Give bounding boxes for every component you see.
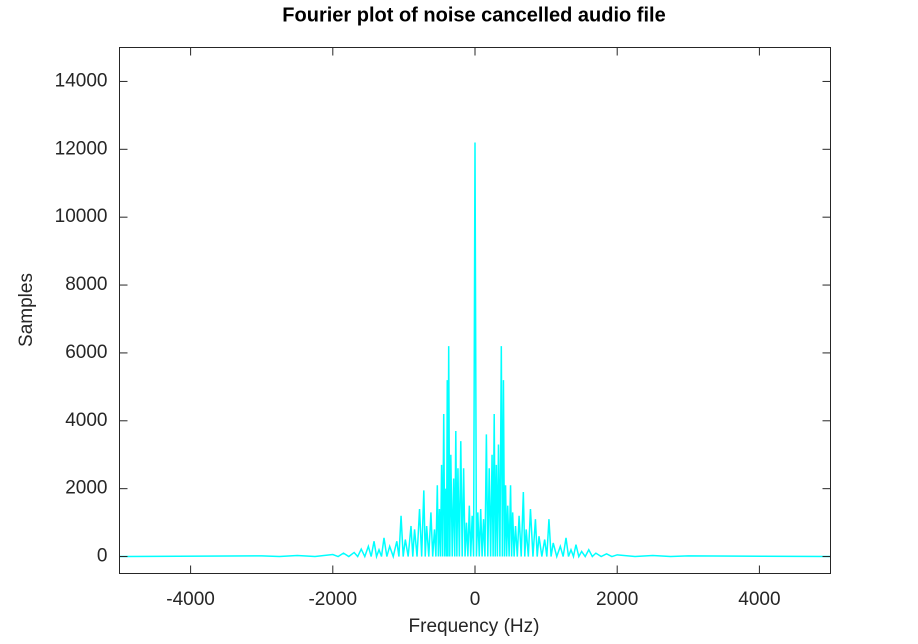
x-tick-label: -2000 xyxy=(308,589,357,610)
y-tick-label: 6000 xyxy=(65,342,107,363)
y-tick-label: 14000 xyxy=(55,70,108,91)
plot-area xyxy=(119,142,831,560)
x-tick-label: -4000 xyxy=(166,589,215,610)
chart-title: Fourier plot of noise cancelled audio fi… xyxy=(282,4,665,26)
y-axis-label: Samples xyxy=(16,273,37,347)
y-tick-label: 2000 xyxy=(65,478,107,499)
y-tick-label: 10000 xyxy=(55,206,108,227)
x-axis-label: Frequency (Hz) xyxy=(409,616,540,637)
y-tick-label: 4000 xyxy=(65,410,107,431)
y-tick-label: 0 xyxy=(97,546,108,567)
x-tick-label: 2000 xyxy=(596,589,638,610)
spectrum-line xyxy=(119,142,831,560)
y-tick-label: 12000 xyxy=(55,138,108,159)
x-tick-label: 0 xyxy=(470,589,481,610)
x-tick-label: 4000 xyxy=(738,589,780,610)
y-tick-label: 8000 xyxy=(65,274,107,295)
